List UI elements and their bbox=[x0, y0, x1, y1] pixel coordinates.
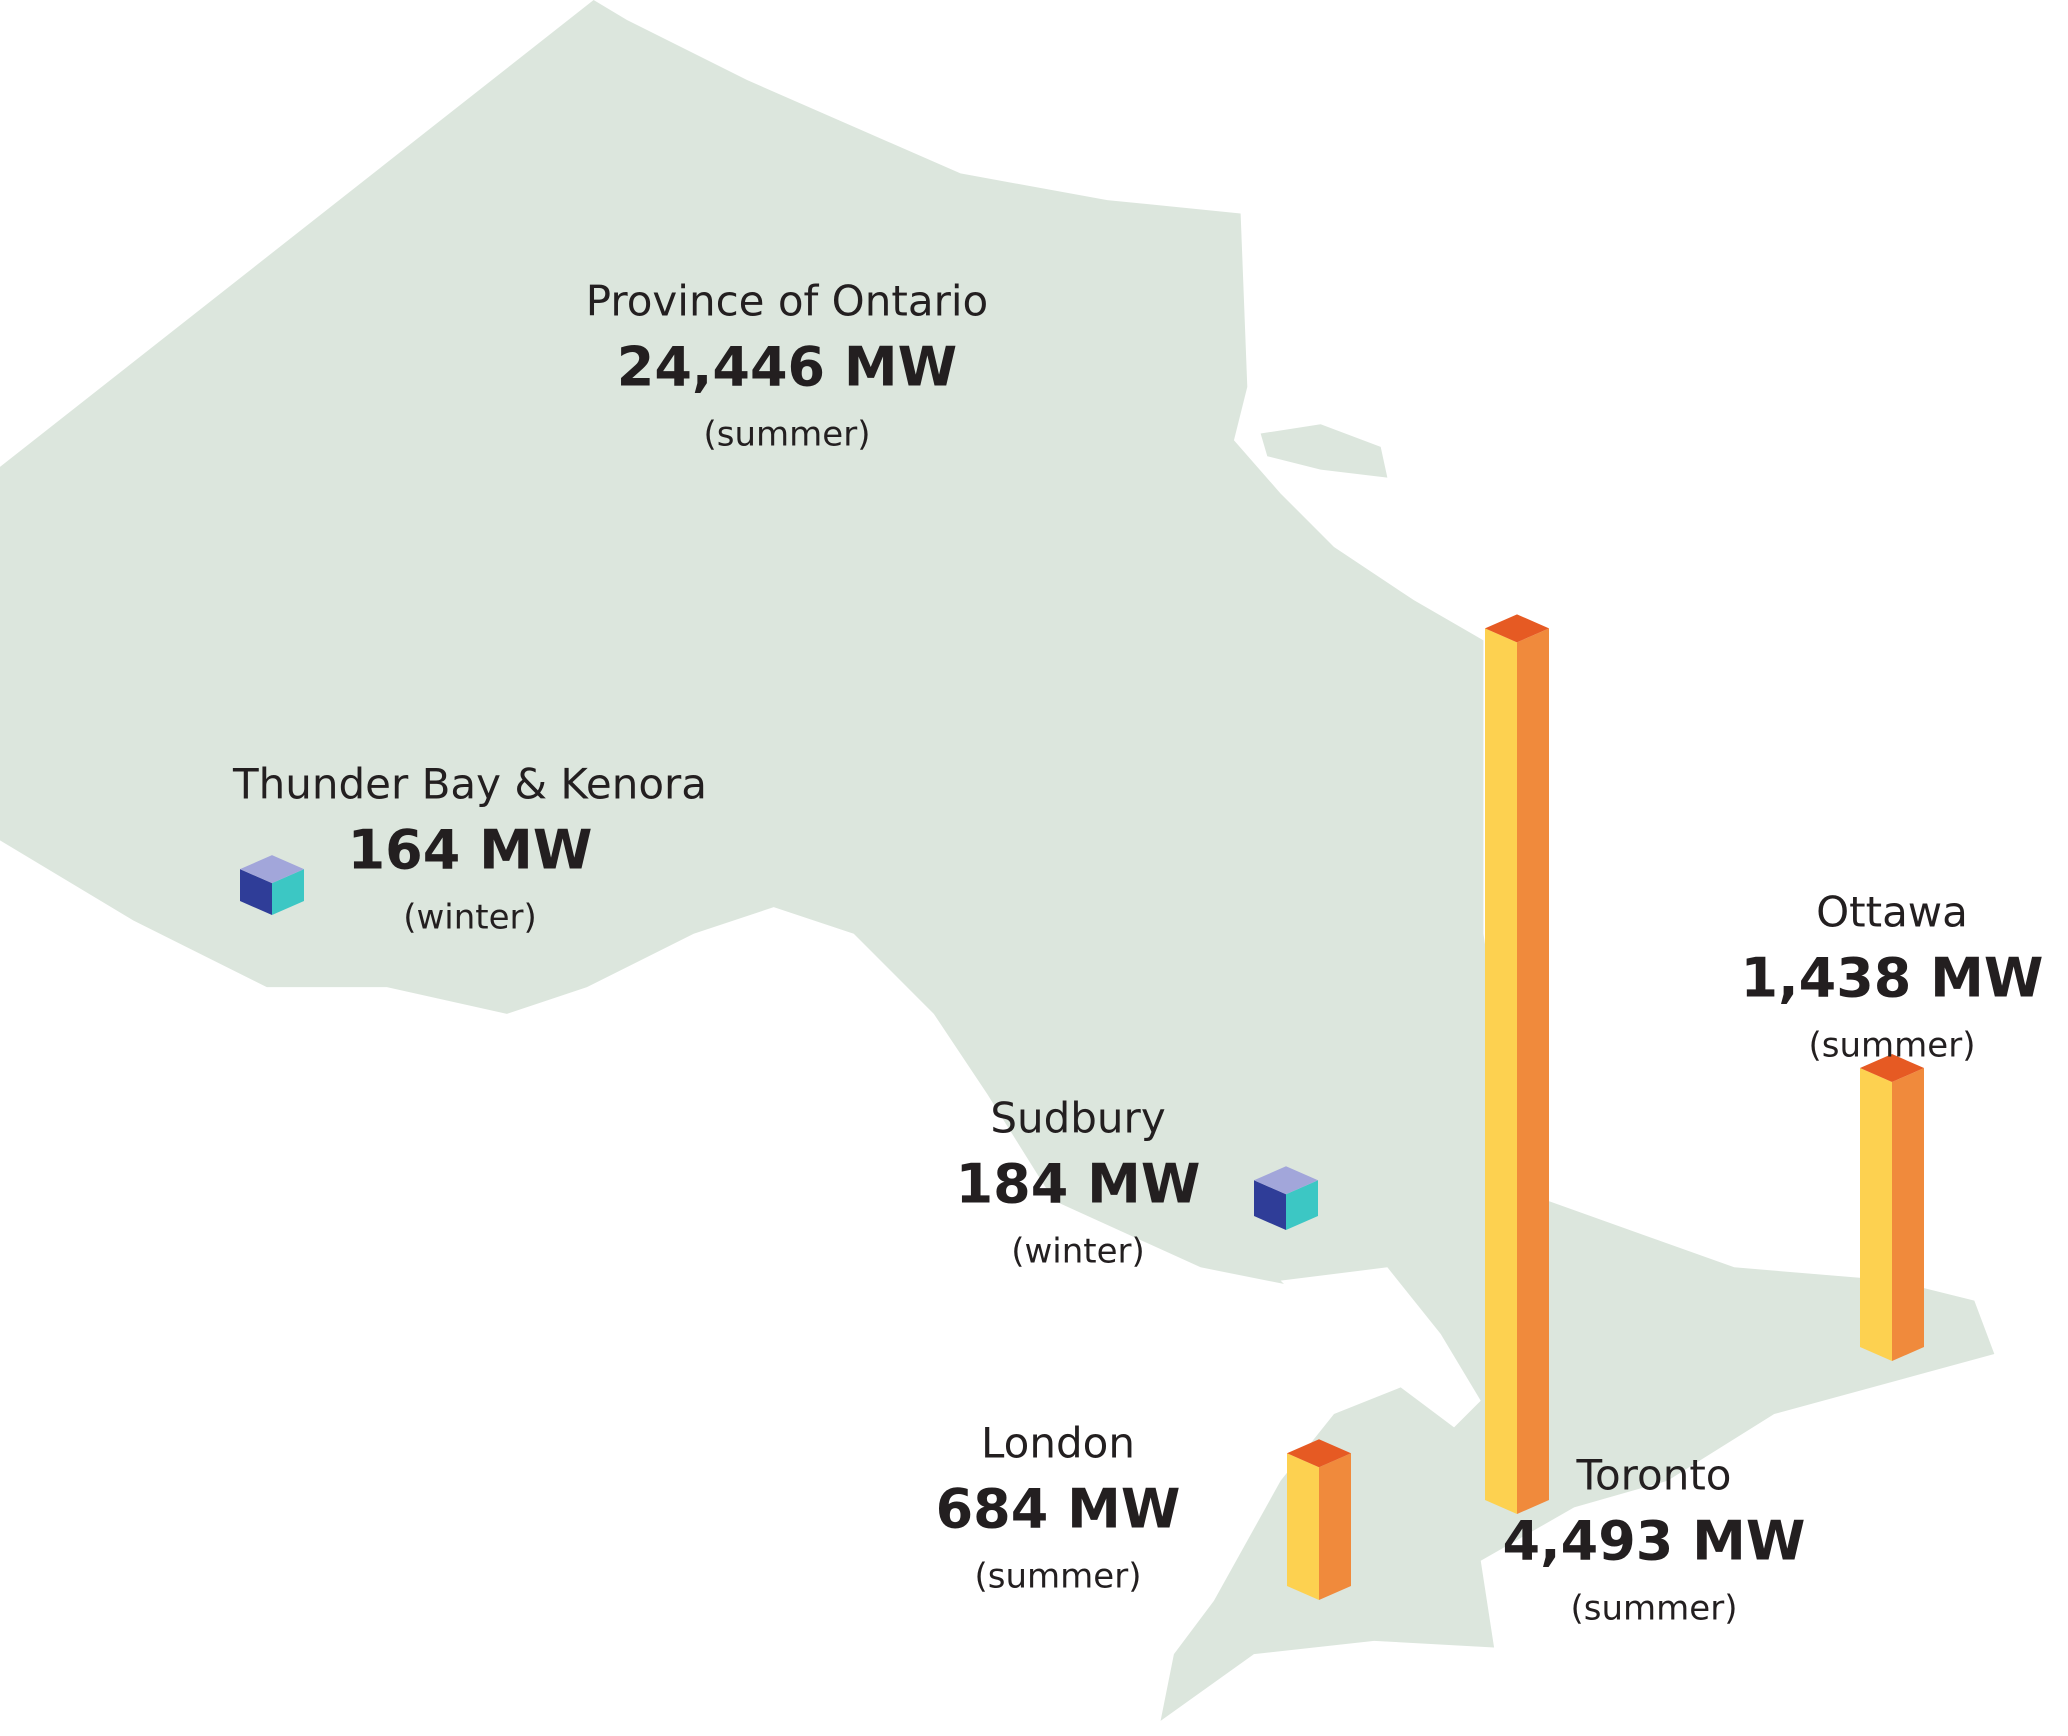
region-season: (summer) bbox=[1809, 1026, 1976, 1066]
labels: Province of Ontario 24,446 MW (summer) Thun… bbox=[232, 277, 2044, 1629]
region-name: Toronto bbox=[1575, 1451, 1731, 1500]
region-name: Province of Ontario bbox=[586, 277, 988, 326]
bar-top bbox=[240, 855, 304, 884]
region-value: 184 MW bbox=[956, 1153, 1201, 1216]
region-season: (summer) bbox=[975, 1557, 1142, 1597]
region-name: Sudbury bbox=[990, 1094, 1165, 1143]
region-value: 4,493 MW bbox=[1503, 1510, 1806, 1573]
region-name: Thunder Bay & Kenora bbox=[232, 760, 707, 809]
bar-front bbox=[1485, 628, 1517, 1514]
bar bbox=[1485, 614, 1549, 1514]
bar-front bbox=[240, 869, 272, 915]
bar bbox=[1254, 1166, 1318, 1230]
bars bbox=[240, 614, 1924, 1600]
region-value: 24,446 MW bbox=[617, 336, 957, 399]
region-value: 164 MW bbox=[348, 819, 593, 882]
region-season: (winter) bbox=[403, 898, 537, 938]
bar-side bbox=[1286, 1180, 1318, 1230]
region-season: (summer) bbox=[704, 415, 871, 455]
region-name: Ottawa bbox=[1816, 888, 1968, 937]
georgian-bay bbox=[1280, 1267, 1481, 1428]
bar-top bbox=[1860, 1054, 1924, 1083]
bar-side bbox=[1517, 628, 1549, 1514]
bar-top bbox=[1287, 1439, 1351, 1468]
bar-top bbox=[1485, 614, 1549, 643]
bay-island bbox=[1260, 424, 1388, 478]
bar bbox=[1860, 1054, 1924, 1361]
bar bbox=[240, 855, 304, 915]
bar-front bbox=[1860, 1068, 1892, 1361]
bar-top bbox=[1254, 1166, 1318, 1195]
region-season: (summer) bbox=[1571, 1589, 1738, 1629]
bar bbox=[1287, 1439, 1351, 1600]
bar-side bbox=[1892, 1068, 1924, 1361]
bar-side bbox=[272, 869, 304, 915]
region-name: London bbox=[981, 1419, 1135, 1468]
bar-side bbox=[1319, 1453, 1351, 1600]
region-value: 1,438 MW bbox=[1741, 947, 2044, 1010]
bar-front bbox=[1287, 1453, 1319, 1600]
region-season: (winter) bbox=[1011, 1232, 1145, 1272]
bar-front bbox=[1254, 1180, 1286, 1230]
region-value: 684 MW bbox=[936, 1478, 1181, 1541]
